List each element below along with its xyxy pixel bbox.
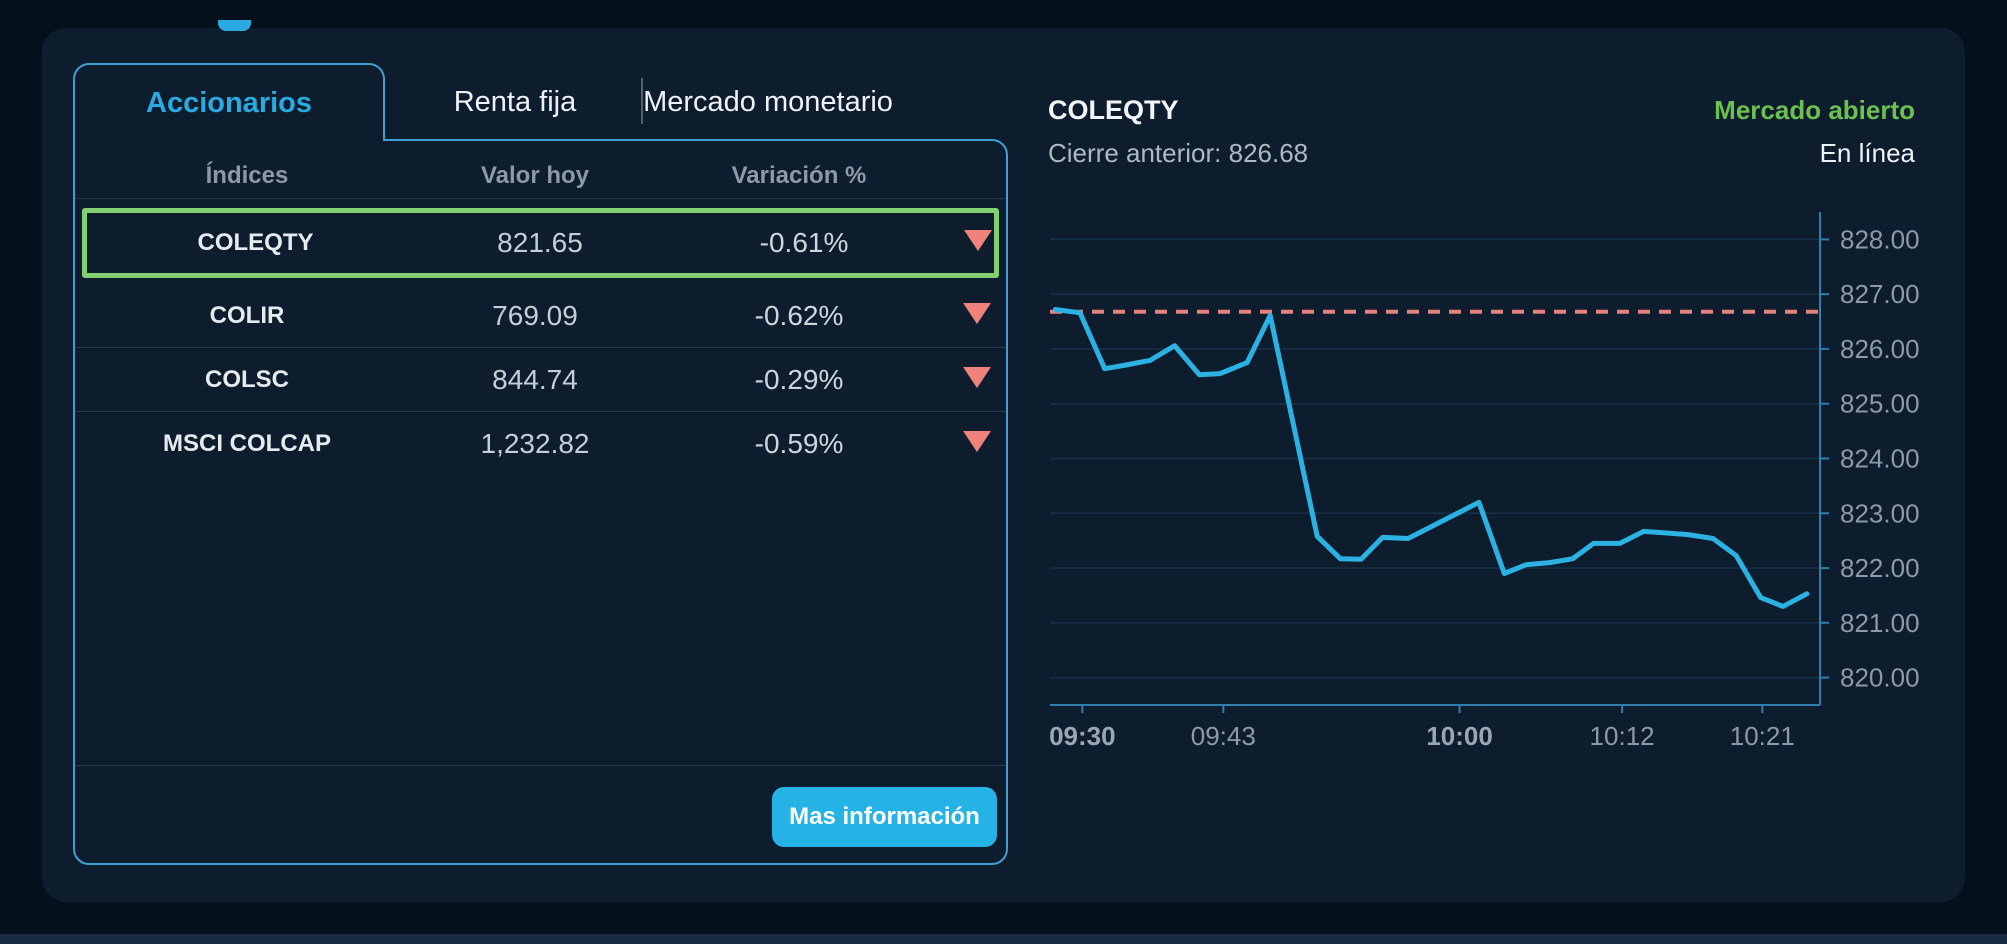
down-triangle-icon — [952, 230, 1004, 256]
intraday-line-chart: 828.00 827.00 826.00 825.00 824.00 823.00 822.… — [1050, 212, 1920, 751]
index-name: COLEQTY — [197, 229, 314, 256]
col-header-valor-hoy: Valor hoy — [480, 161, 590, 189]
indices-table-body: COLEQTY 821.65 -0.61% COLIR 769.09 -0.62% COLS… — [75, 199, 1006, 476]
tab-divider — [641, 78, 643, 124]
bottom-panel-edge — [0, 934, 2007, 944]
table-row[interactable]: MSCI COLCAP 1,232.82 -0.59% — [75, 412, 1006, 476]
svg-text:10:12: 10:12 — [1590, 721, 1655, 751]
index-name: COLIR — [209, 301, 285, 329]
index-change: -0.59% — [754, 428, 844, 459]
svg-text:822.00: 822.00 — [1840, 553, 1920, 583]
svg-text:10:21: 10:21 — [1730, 721, 1795, 751]
down-triangle-icon — [947, 302, 1006, 329]
table-row[interactable]: COLIR 769.09 -0.62% — [75, 284, 1006, 348]
index-name: MSCI COLCAP — [163, 430, 331, 457]
svg-text:09:30: 09:30 — [1050, 721, 1116, 751]
more-info-button[interactable]: Mas información — [772, 787, 997, 847]
down-triangle-icon — [962, 302, 991, 324]
col-header-indices: Índices — [205, 161, 289, 189]
top-tab-indicator — [218, 20, 251, 31]
col-header-variacion: Variación % — [731, 161, 867, 189]
svg-text:820.00: 820.00 — [1840, 663, 1920, 693]
tab-renta-fija[interactable]: Renta fija — [453, 85, 577, 118]
chart-title: COLEQTY — [1048, 95, 1179, 125]
table-row[interactable]: COLEQTY 821.65 -0.61% — [82, 208, 999, 278]
down-triangle-icon — [947, 366, 1006, 393]
svg-text:10:00: 10:00 — [1426, 721, 1493, 751]
svg-text:827.00: 827.00 — [1840, 279, 1920, 309]
svg-text:823.00: 823.00 — [1840, 498, 1920, 528]
index-value: 769.09 — [492, 299, 578, 331]
down-triangle-icon — [947, 431, 1006, 457]
down-triangle-icon — [962, 431, 991, 452]
svg-text:825.00: 825.00 — [1840, 389, 1920, 419]
tab-mercado-monetario[interactable]: Mercado monetario — [643, 85, 893, 118]
svg-text:828.00: 828.00 — [1840, 224, 1920, 254]
market-status: Mercado abierto En línea — [1714, 95, 1915, 169]
market-status-open: Mercado abierto — [1714, 95, 1915, 125]
market-widget-panel: Accionarios Renta fija Mercado monetario… — [42, 28, 1965, 902]
svg-text:09:43: 09:43 — [1191, 721, 1256, 751]
index-value: 844.74 — [492, 363, 578, 395]
svg-text:826.00: 826.00 — [1840, 334, 1920, 364]
index-change: -0.61% — [759, 227, 849, 258]
index-name: COLSC — [205, 365, 289, 393]
down-triangle-icon — [964, 230, 992, 251]
index-value: 821.65 — [497, 227, 583, 258]
tab-accionarios[interactable]: Accionarios — [73, 63, 385, 141]
svg-text:821.00: 821.00 — [1840, 608, 1920, 638]
index-change: -0.62% — [754, 299, 844, 331]
indices-table-header: Índices Valor hoy Variación % — [75, 141, 1006, 199]
market-status-online: En línea — [1819, 138, 1915, 168]
table-row[interactable]: COLSC 844.74 -0.29% — [75, 348, 1006, 412]
tab-accionarios-label: Accionarios — [146, 86, 312, 119]
card-footer-divider — [75, 765, 1006, 766]
svg-text:824.00: 824.00 — [1840, 444, 1920, 474]
down-triangle-icon — [962, 366, 991, 388]
index-change: -0.29% — [754, 363, 844, 395]
index-value: 1,232.82 — [480, 428, 590, 459]
chart-header: COLEQTY Cierre anterior: 826.68 — [1048, 95, 1308, 169]
indices-card: Índices Valor hoy Variación % COLEQTY 821… — [73, 139, 1008, 865]
previous-close-text: Cierre anterior: 826.68 — [1048, 138, 1309, 168]
